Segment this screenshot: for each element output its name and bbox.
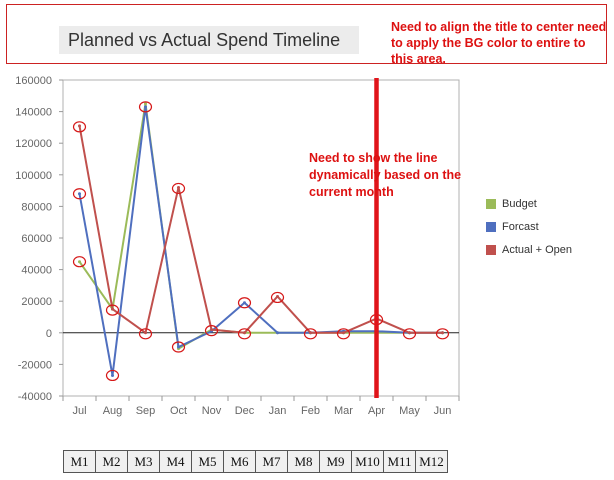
month-code-cell: M12 bbox=[415, 450, 448, 473]
data-point bbox=[78, 260, 81, 264]
legend-swatch bbox=[486, 221, 496, 232]
y-tick-label: 160000 bbox=[15, 75, 52, 87]
legend-swatch bbox=[486, 244, 496, 255]
y-tick-label: 60000 bbox=[21, 233, 52, 245]
chart-title-area: Planned vs Actual Spend Timeline Need to… bbox=[6, 4, 607, 66]
hand-circle bbox=[72, 121, 87, 133]
data-point bbox=[210, 328, 213, 332]
hand-circle bbox=[237, 328, 252, 340]
hand-circle bbox=[435, 328, 450, 340]
x-tick-label: Nov bbox=[202, 405, 222, 417]
hand-circle bbox=[204, 325, 219, 337]
data-point bbox=[243, 301, 246, 305]
hand-circle bbox=[270, 291, 285, 304]
chart-legend: Budget Forcast Actual + Open bbox=[486, 192, 572, 261]
y-tick-label: 100000 bbox=[15, 170, 52, 182]
y-tick-label: 140000 bbox=[15, 107, 52, 119]
plot-area bbox=[62, 79, 460, 397]
legend-swatch bbox=[486, 198, 496, 209]
legend-item: Forcast bbox=[486, 215, 572, 238]
y-tick-label: 40000 bbox=[21, 265, 52, 277]
data-point bbox=[177, 345, 180, 349]
data-point bbox=[309, 331, 312, 335]
hand-circle bbox=[105, 304, 120, 316]
data-point bbox=[177, 185, 180, 189]
hand-circle bbox=[72, 188, 87, 200]
hand-circle bbox=[72, 256, 87, 268]
line-chart: -40000 -20000 0 20000 40000 60000 80000 100000 1… bbox=[15, 75, 460, 417]
x-tick-label: Feb bbox=[301, 405, 320, 417]
x-tick-label: Sep bbox=[136, 405, 156, 417]
month-code-cell: M6 bbox=[223, 450, 256, 473]
data-point bbox=[144, 105, 147, 109]
legend-item: Budget bbox=[486, 192, 572, 215]
hand-circle bbox=[105, 369, 120, 382]
x-tick-label: Jun bbox=[434, 405, 452, 417]
y-tick-label: 20000 bbox=[21, 296, 52, 308]
current-month-annotation: Need to show the line dynamically based … bbox=[309, 151, 462, 199]
y-tick-label: 80000 bbox=[21, 201, 52, 213]
month-code-cell: M1 bbox=[63, 450, 96, 473]
legend-label: Forcast bbox=[502, 220, 539, 233]
hand-circle bbox=[336, 328, 351, 340]
data-point bbox=[243, 331, 246, 335]
hand-circle bbox=[138, 101, 153, 113]
month-code-cell: M11 bbox=[383, 450, 416, 473]
legend-label: Actual + Open bbox=[502, 243, 573, 256]
hand-circle bbox=[402, 328, 417, 340]
month-code-cell: M3 bbox=[127, 450, 160, 473]
chart-title: Planned vs Actual Spend Timeline bbox=[59, 26, 359, 54]
hand-circle bbox=[138, 328, 153, 340]
x-tick-label: Mar bbox=[334, 405, 353, 417]
data-point bbox=[276, 331, 279, 335]
month-code-cell: M9 bbox=[319, 450, 352, 473]
data-point bbox=[408, 331, 411, 335]
hand-circle bbox=[171, 341, 186, 353]
month-code-cell: M7 bbox=[255, 450, 288, 473]
y-tick-label: 0 bbox=[46, 328, 52, 340]
month-code-cell: M10 bbox=[351, 450, 384, 473]
y-tick-label: -20000 bbox=[18, 359, 52, 371]
legend-item: Actual + Open bbox=[486, 238, 572, 261]
legend-label: Budget bbox=[502, 197, 537, 210]
data-point bbox=[78, 124, 81, 128]
data-point bbox=[111, 373, 114, 377]
y-tick-label: 120000 bbox=[15, 138, 52, 150]
x-tick-label: Apr bbox=[368, 405, 385, 417]
month-code-cell: M2 bbox=[95, 450, 128, 473]
x-tick-label: Oct bbox=[170, 405, 187, 417]
x-tick-label: May bbox=[399, 405, 420, 417]
data-point bbox=[78, 192, 81, 196]
data-point bbox=[441, 331, 444, 335]
month-code-cell: M4 bbox=[159, 450, 192, 473]
x-tick-label: Jul bbox=[72, 405, 86, 417]
month-code-cell: M8 bbox=[287, 450, 320, 473]
series-line bbox=[78, 102, 443, 350]
data-point bbox=[111, 307, 114, 311]
x-tick-label: Aug bbox=[103, 405, 123, 417]
hand-circle bbox=[237, 297, 252, 309]
data-point bbox=[144, 102, 147, 106]
data-point bbox=[276, 294, 279, 298]
x-tick-label: Jan bbox=[269, 405, 287, 417]
data-point bbox=[342, 331, 345, 335]
month-code-table: M1 M2 M3 M4 M5 M6 M7 M8 M9 M10 M11 M12 bbox=[63, 450, 448, 473]
month-code-cell: M5 bbox=[191, 450, 224, 473]
data-point bbox=[144, 331, 147, 335]
title-annotation: Need to align the title to center need t… bbox=[391, 20, 607, 66]
x-tick-label: Dec bbox=[235, 405, 255, 417]
series-line bbox=[78, 105, 443, 377]
hand-circle bbox=[303, 328, 318, 340]
hand-circle bbox=[171, 182, 186, 195]
y-tick-label: -40000 bbox=[18, 391, 52, 403]
